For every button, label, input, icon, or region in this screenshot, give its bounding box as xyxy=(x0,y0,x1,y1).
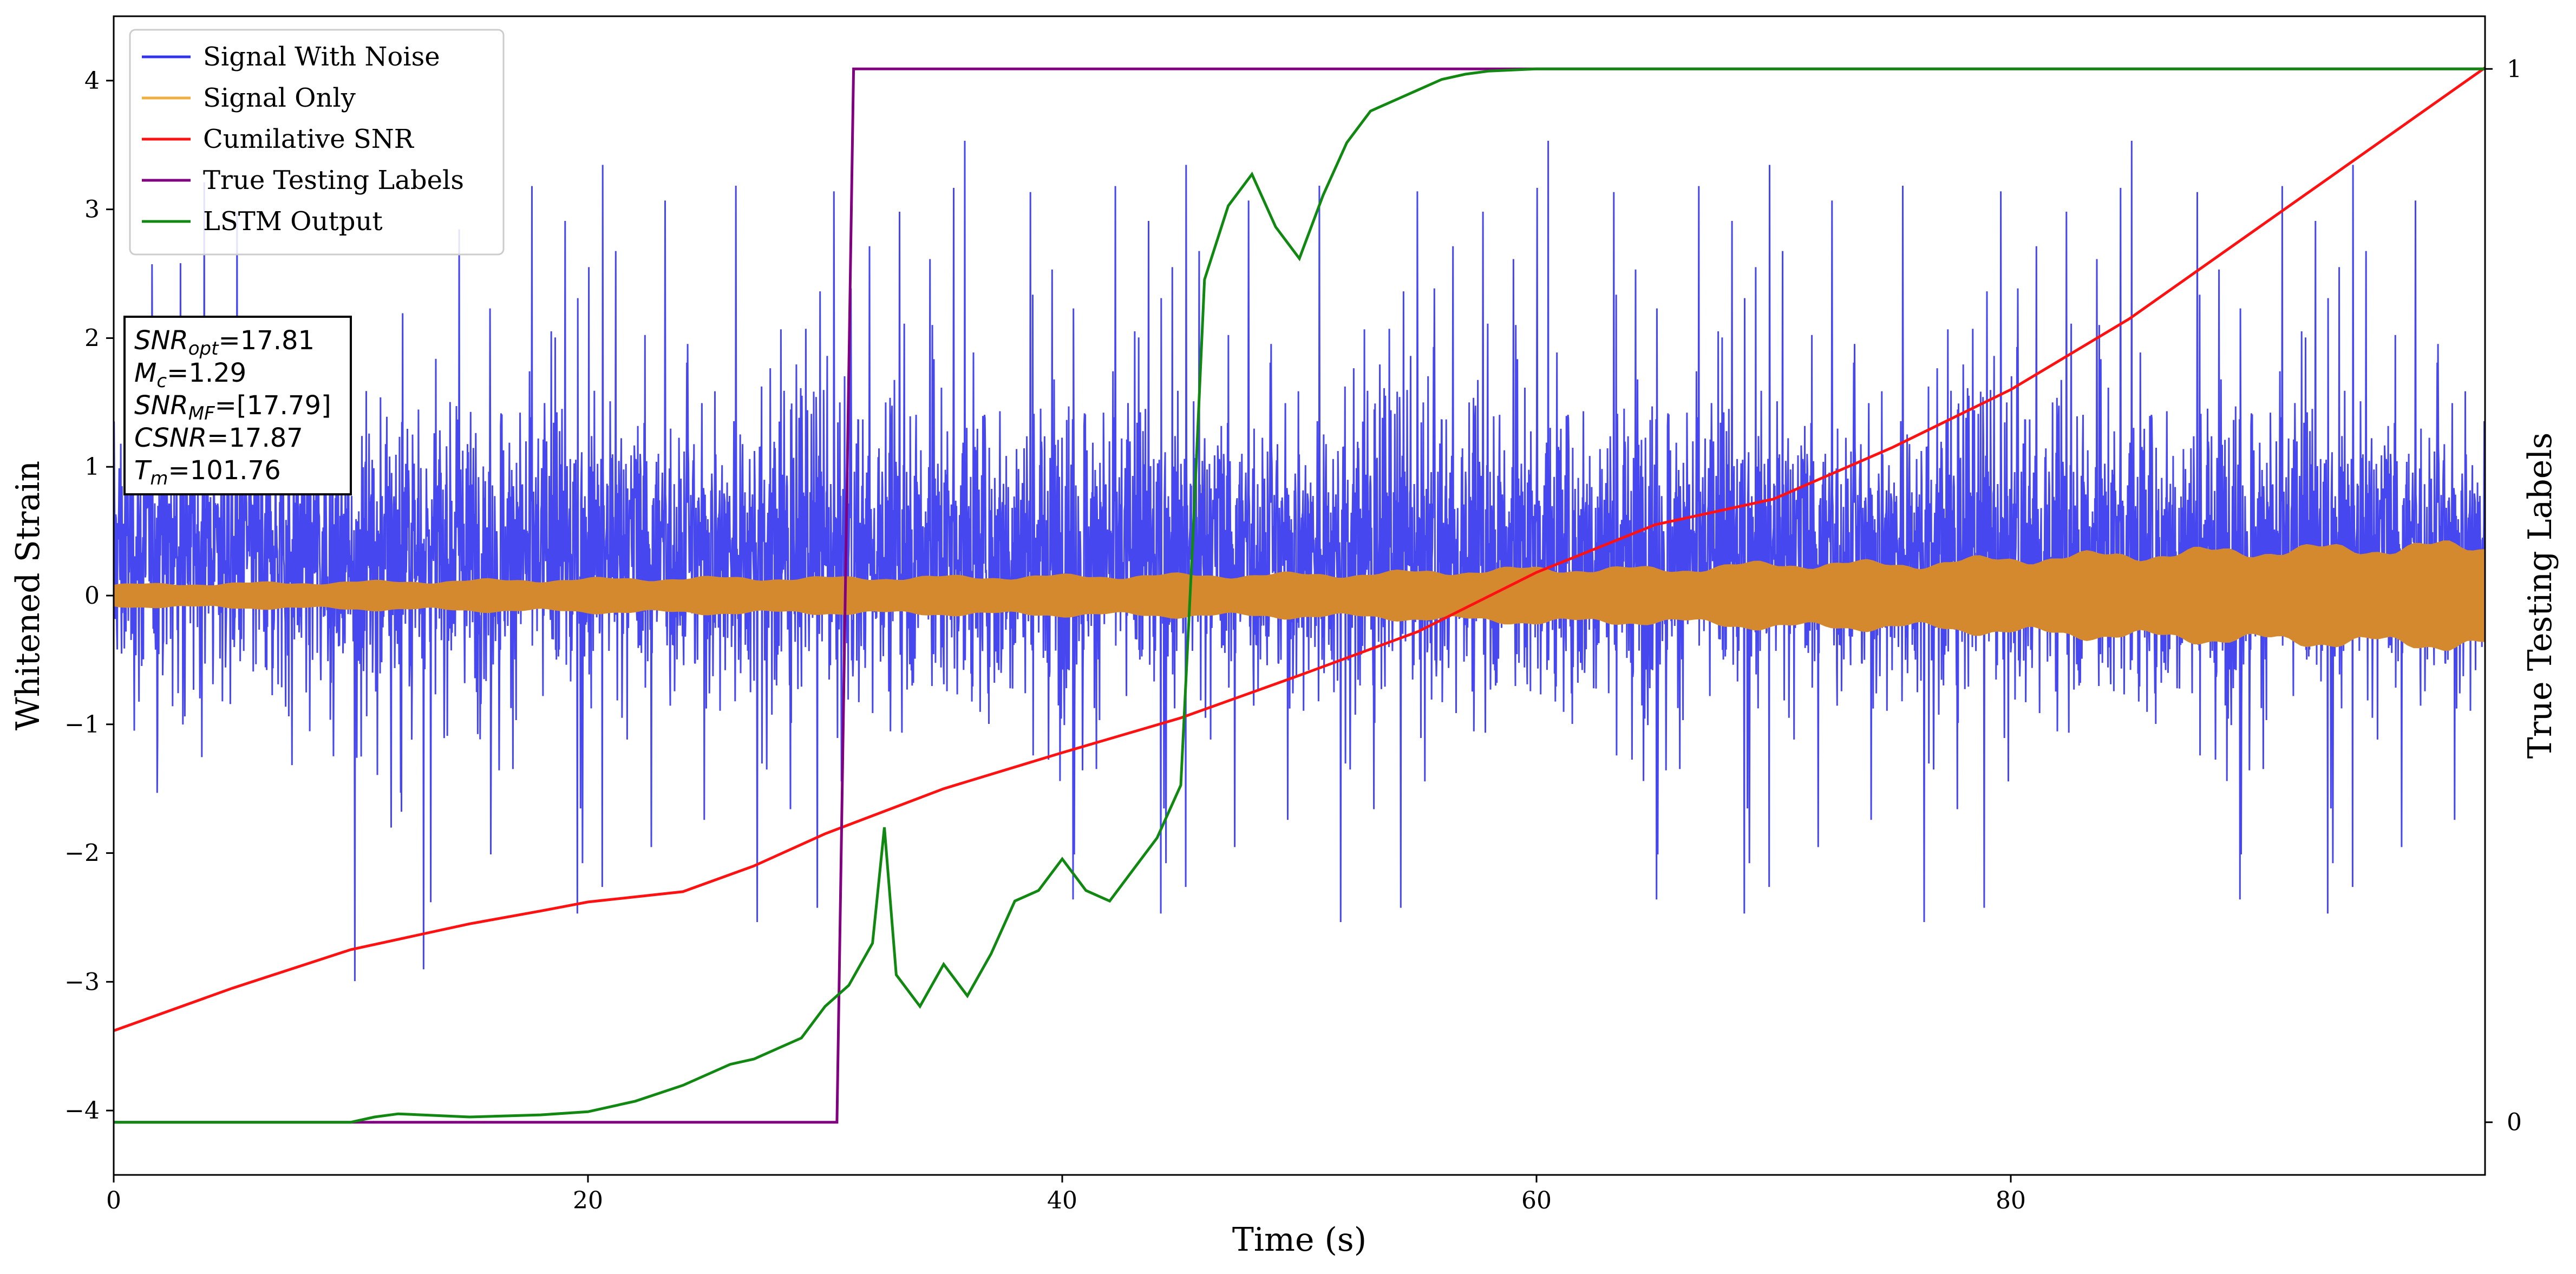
y-left-tick-label: −2 xyxy=(64,840,100,867)
y-right-tick-label: 0 xyxy=(2507,1109,2522,1136)
annotation-line: SNRopt=17.81 xyxy=(134,325,315,360)
y-left-tick-label: −1 xyxy=(64,711,100,739)
x-tick-label: 0 xyxy=(106,1187,121,1214)
annotation-box: SNRopt=17.81Mc=1.29SNRMF=[17.79]CSNR=17.… xyxy=(123,316,352,495)
legend-box xyxy=(129,29,505,256)
x-tick-label: 80 xyxy=(1996,1187,2026,1214)
series-signal-only xyxy=(114,540,2485,651)
y-left-tick-label: 1 xyxy=(84,453,100,481)
annotation-line: SNRMF=[17.79] xyxy=(134,390,331,424)
legend-label: Signal Only xyxy=(203,83,356,113)
annotation-frame xyxy=(123,316,352,495)
annotation-line: CSNR=17.87 xyxy=(134,423,303,453)
y-left-tick-label: 0 xyxy=(84,582,100,610)
y-right-tick-label: 1 xyxy=(2507,55,2522,83)
legend-label: Signal With Noise xyxy=(203,42,440,72)
y-left-tick-label: 4 xyxy=(84,67,100,95)
series-lstm-output xyxy=(114,67,2485,1124)
x-axis-label: Time (s) xyxy=(1232,1221,1367,1259)
y-left-tick-label: −3 xyxy=(64,968,100,996)
annotation-line: Mc=1.29 xyxy=(134,358,246,392)
series-group xyxy=(114,67,2485,1124)
y-left-axis-label: Whitened Strain xyxy=(9,461,47,730)
annotation-line: Tm=101.76 xyxy=(134,455,281,489)
y-left-tick-label: 3 xyxy=(84,196,100,224)
legend-label: Cumilative SNR xyxy=(203,124,415,154)
x-tick-label: 60 xyxy=(1521,1187,1552,1214)
y-left-tick-label: 2 xyxy=(84,324,100,352)
y-left-tick-label: −4 xyxy=(64,1097,100,1125)
plot-area xyxy=(114,67,2485,1124)
series-signal-with-noise xyxy=(114,140,2485,982)
legend-label: True Testing Labels xyxy=(203,165,464,195)
legend-label: LSTM Output xyxy=(203,206,383,237)
y-right-axis-label: True Testing Labels xyxy=(2521,433,2559,759)
series-cumilative-snr xyxy=(114,67,2485,1033)
legend: Signal With Noise Signal Only Cumilative S… xyxy=(129,29,505,256)
x-tick-label: 20 xyxy=(573,1187,603,1214)
x-tick-label: 40 xyxy=(1047,1187,1077,1214)
